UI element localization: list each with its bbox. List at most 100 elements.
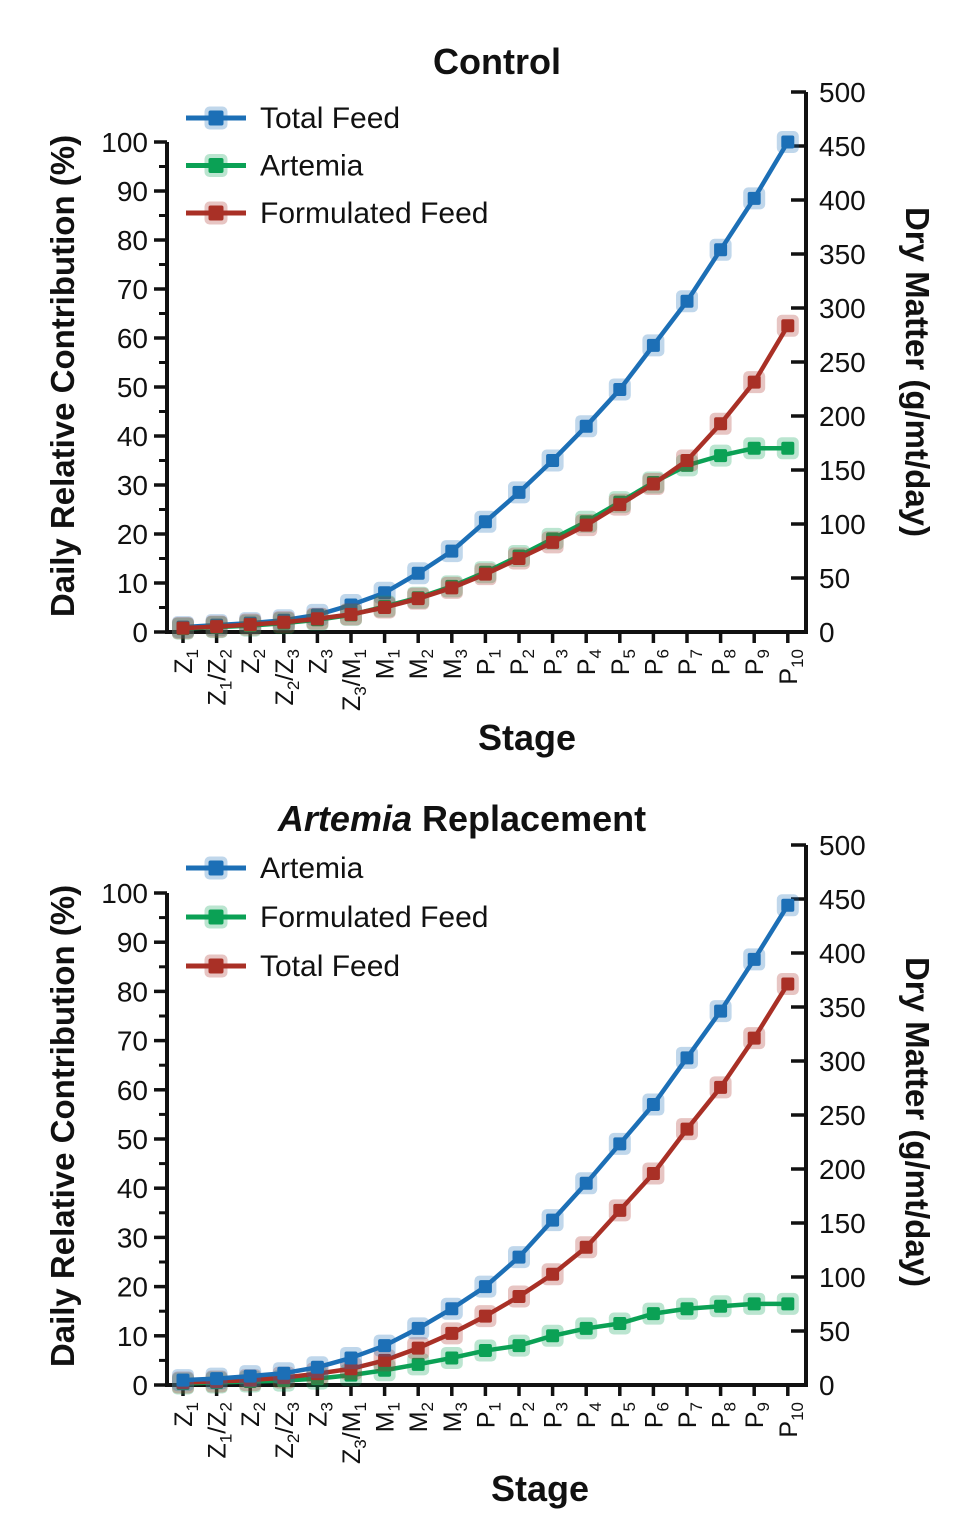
right-tick-label: 500 <box>819 77 866 108</box>
data-point <box>378 1363 392 1377</box>
left-tick-label: 30 <box>117 1222 148 1253</box>
x-tick-label: P6​ <box>640 649 672 675</box>
legend-marker <box>208 909 224 925</box>
data-point <box>646 477 660 491</box>
data-point <box>445 544 459 558</box>
right-tick-label: 200 <box>819 1154 866 1185</box>
left-tick-label: 60 <box>117 1075 148 1106</box>
legend-item: Formulated Feed <box>186 901 488 934</box>
data-point <box>344 1362 358 1376</box>
data-point <box>512 1339 526 1353</box>
data-point <box>277 615 291 629</box>
right-tick-label: 0 <box>819 617 835 648</box>
x-tick-label: P2​ <box>506 1402 538 1428</box>
left-axis-title: Daily Relative Contribution (%) <box>44 135 81 617</box>
data-point <box>546 1213 560 1227</box>
x-tick-label: Z1​ <box>170 649 202 674</box>
left-tick-label: 80 <box>117 976 148 1007</box>
right-tick-label: 450 <box>819 131 866 162</box>
data-point <box>478 1280 492 1294</box>
data-point <box>781 1297 795 1311</box>
data-point <box>714 1004 728 1018</box>
legend-item: Artemia <box>186 852 364 885</box>
x-tick-label: Z2/Z3​ <box>271 649 303 705</box>
left-tick-label: 10 <box>117 1321 148 1352</box>
x-tick-label: P10​ <box>775 1402 807 1438</box>
legend-marker <box>208 110 224 126</box>
data-point <box>310 612 324 626</box>
data-point <box>445 1351 459 1365</box>
right-tick-label: 400 <box>819 185 866 216</box>
data-point <box>310 1360 324 1374</box>
chart-title: Artemia Replacement <box>277 798 646 839</box>
data-point <box>411 1321 425 1335</box>
right-tick-label: 50 <box>819 1316 850 1347</box>
data-point <box>747 1297 761 1311</box>
data-point <box>411 566 425 580</box>
x-tick-label: P7​ <box>674 1402 706 1428</box>
x-tick-label: P8​ <box>708 649 740 675</box>
right-tick-label: 200 <box>819 401 866 432</box>
left-tick-label: 60 <box>117 323 148 354</box>
legend-label: Formulated Feed <box>260 901 488 934</box>
left-tick-label: 40 <box>117 1173 148 1204</box>
x-tick-label: P1​ <box>472 1402 504 1428</box>
legend-label: Artemia <box>260 852 364 885</box>
legend-label: Total Feed <box>260 102 400 135</box>
x-tick-label: P5​ <box>607 649 639 675</box>
x-tick-label: M3​ <box>439 649 471 679</box>
right-tick-label: 250 <box>819 347 866 378</box>
x-tick-label: Z2/Z3​ <box>271 1402 303 1458</box>
data-point <box>747 191 761 205</box>
chart-artemia-replacement: Artemia Replacement 0 10 20 30 40 50 60 70 80 90 10… <box>44 798 936 1509</box>
data-point <box>747 1031 761 1045</box>
right-tick-label: 150 <box>819 455 866 486</box>
chart-control: Control 0 10 20 30 40 50 60 70 80 90 100 0 50 100 150 20… <box>44 41 936 758</box>
legend-label: Total Feed <box>260 950 400 983</box>
data-point <box>512 552 526 565</box>
right-axis-title: Dry Matter (g/mt/day) <box>899 207 936 537</box>
x-tick-label: P6​ <box>640 1402 672 1428</box>
x-tick-label: Z2​ <box>237 649 269 674</box>
left-tick-label: 100 <box>101 878 148 909</box>
data-point <box>781 319 795 333</box>
x-tick-label: P9​ <box>741 1402 773 1428</box>
left-tick-label: 80 <box>117 225 148 256</box>
data-point <box>579 419 593 433</box>
x-tick-label: Z3/M1​ <box>338 1402 370 1464</box>
right-tick-label: 100 <box>819 1262 866 1293</box>
legend-label: Formulated Feed <box>260 197 488 230</box>
data-point <box>714 417 728 431</box>
data-point <box>747 952 761 966</box>
data-point <box>378 1339 392 1353</box>
x-tick-label: M1​ <box>372 1402 404 1432</box>
data-point <box>176 621 190 635</box>
right-tick-label: 300 <box>819 293 866 324</box>
x-tick-label: P5​ <box>607 1402 639 1428</box>
left-tick-label: 30 <box>117 470 148 501</box>
data-point <box>546 535 560 549</box>
legend-item: Total Feed <box>186 950 400 983</box>
x-tick-label: M2​ <box>405 649 437 679</box>
series-artemia <box>172 437 799 640</box>
data-point <box>411 592 425 606</box>
series-artemia <box>172 894 799 1392</box>
series-line <box>182 446 788 631</box>
data-point <box>646 1166 660 1180</box>
data-point <box>478 1344 492 1358</box>
data-point <box>781 135 795 149</box>
legend-item: Total Feed <box>186 102 400 135</box>
data-point <box>646 1307 660 1321</box>
data-point <box>344 1351 358 1365</box>
left-tick-label: 70 <box>117 274 148 305</box>
x-tick-label: P1​ <box>472 649 504 675</box>
legend-marker <box>208 958 224 974</box>
data-point <box>781 898 795 912</box>
data-point <box>680 1302 694 1316</box>
data-point <box>176 1373 190 1387</box>
left-tick-label: 0 <box>132 617 148 648</box>
data-point <box>411 1341 425 1355</box>
data-point <box>613 1203 627 1217</box>
left-tick-label: 40 <box>117 421 148 452</box>
